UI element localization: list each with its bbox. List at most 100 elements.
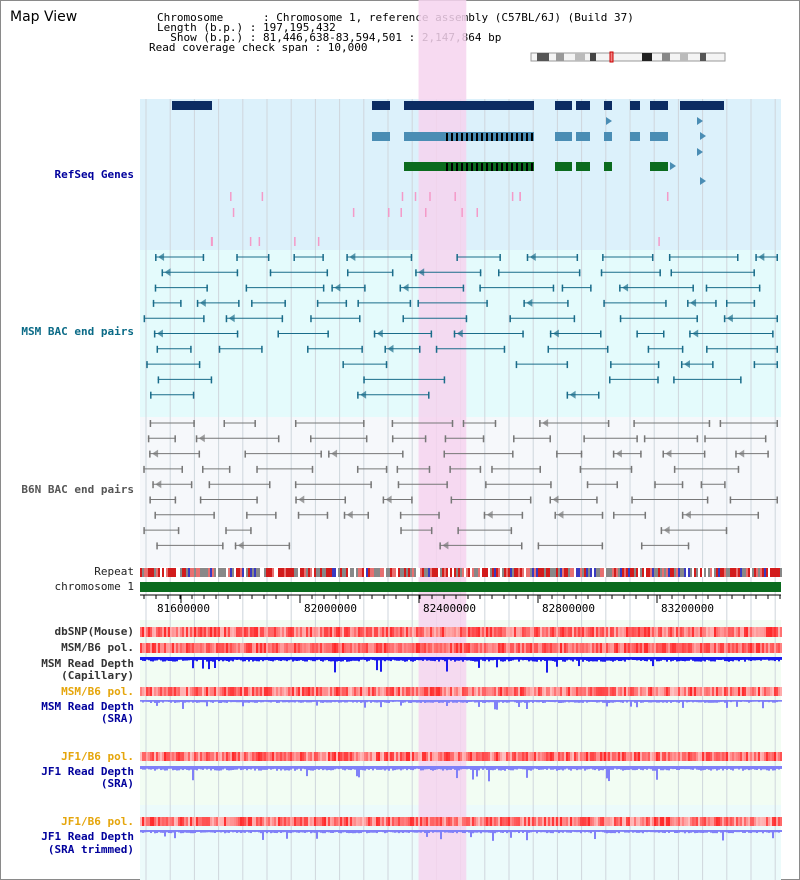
polymorphism-cell <box>632 627 634 637</box>
polymorphism-cell <box>412 817 414 826</box>
depth-bar <box>498 700 500 703</box>
polymorphism-cell <box>442 752 444 761</box>
depth-bar <box>476 657 478 662</box>
refseq-tick <box>425 208 427 217</box>
depth-bar <box>466 657 468 661</box>
depth-bar <box>306 657 308 662</box>
polymorphism-cell <box>642 817 644 826</box>
b6n-pair-end <box>228 465 231 473</box>
msm-pair-arrow <box>456 329 463 338</box>
repeat-block <box>426 568 428 577</box>
polymorphism-cell <box>446 752 448 761</box>
repeat-block <box>564 568 566 577</box>
repeat-block <box>318 568 320 577</box>
depth-bar <box>614 657 616 661</box>
depth-bar <box>480 766 482 769</box>
polymorphism-cell <box>352 817 354 826</box>
polymorphism-cell <box>224 627 226 637</box>
depth-bar <box>270 657 272 661</box>
polymorphism-cell <box>514 643 516 653</box>
polymorphism-cell <box>546 687 548 696</box>
polymorphism-cell <box>710 643 712 653</box>
depth-bar <box>762 657 764 660</box>
polymorphism-cell <box>614 643 616 653</box>
polymorphism-cell <box>608 752 610 761</box>
repeat-block <box>192 568 194 577</box>
polymorphism-cell <box>508 627 510 637</box>
depth-bar <box>580 766 582 770</box>
depth-bar <box>780 657 782 660</box>
depth-bar <box>536 657 538 662</box>
polymorphism-cell <box>662 643 664 653</box>
depth-bar <box>772 766 774 771</box>
depth-bar <box>260 700 262 703</box>
depth-bar <box>448 766 450 770</box>
depth-bar <box>318 830 320 833</box>
depth-bar <box>552 830 554 834</box>
depth-bar <box>734 700 736 702</box>
gene-exon-mark <box>476 163 478 171</box>
depth-bar <box>612 700 614 703</box>
polymorphism-cell <box>274 817 276 826</box>
depth-bar <box>712 830 714 834</box>
depth-bar <box>176 766 178 771</box>
repeat-block <box>636 568 638 577</box>
depth-bar <box>398 657 400 661</box>
polymorphism-cell <box>564 627 566 637</box>
polymorphism-cell <box>542 643 544 653</box>
repeat-block <box>410 568 412 577</box>
polymorphism-cell <box>384 817 386 826</box>
polymorphism-cell <box>166 627 168 637</box>
depth-bar <box>666 657 668 662</box>
polymorphism-cell <box>210 627 212 637</box>
polymorphism-cell <box>460 687 462 696</box>
depth-bar <box>322 830 324 834</box>
polymorphism-cell <box>724 817 726 826</box>
polymorphism-cell <box>438 752 440 761</box>
polymorphism-cell <box>744 687 746 696</box>
polymorphism-cell <box>380 752 382 761</box>
depth-bar <box>284 830 286 833</box>
repeat-block <box>518 568 520 577</box>
depth-bar <box>210 657 212 662</box>
polymorphism-cell <box>564 752 566 761</box>
depth-bar <box>228 830 230 833</box>
polymorphism-cell <box>536 817 538 826</box>
depth-bar <box>730 657 732 661</box>
polymorphism-cell <box>224 752 226 761</box>
depth-bar <box>702 657 704 661</box>
polymorphism-cell <box>740 687 742 696</box>
msm-pair-end <box>316 299 319 307</box>
depth-bar <box>470 700 472 702</box>
depth-bar <box>360 766 362 770</box>
depth-bar <box>732 700 734 702</box>
depth-bar <box>738 657 740 662</box>
polymorphism-cell <box>376 752 378 761</box>
repeat-block <box>674 568 676 577</box>
polymorphism-cell <box>400 643 402 653</box>
polymorphism-cell <box>144 817 146 826</box>
repeat-block <box>220 568 222 577</box>
polymorphism-cell <box>298 817 300 826</box>
polymorphism-cell <box>364 627 366 637</box>
polymorphism-cell <box>154 817 156 826</box>
polymorphism-cell <box>186 643 188 653</box>
msm-pair-end <box>600 330 602 338</box>
b6n-pair-arrow <box>385 495 392 504</box>
depth-bar <box>776 766 778 769</box>
depth-bar <box>618 766 620 770</box>
b6n-pair-end <box>764 435 767 443</box>
repeat-block <box>316 568 318 577</box>
polymorphism-cell <box>642 752 644 761</box>
depth-bar <box>400 830 402 833</box>
polymorphism-cell <box>736 752 738 761</box>
polymorphism-cell <box>276 643 278 653</box>
depth-bar <box>558 766 560 771</box>
depth-bar <box>780 830 782 832</box>
polymorphism-cell <box>424 817 426 826</box>
polymorphism-cell <box>328 687 330 696</box>
polymorphism-cell <box>540 752 542 761</box>
depth-bar <box>704 657 706 662</box>
polymorphism-cell <box>236 687 238 696</box>
